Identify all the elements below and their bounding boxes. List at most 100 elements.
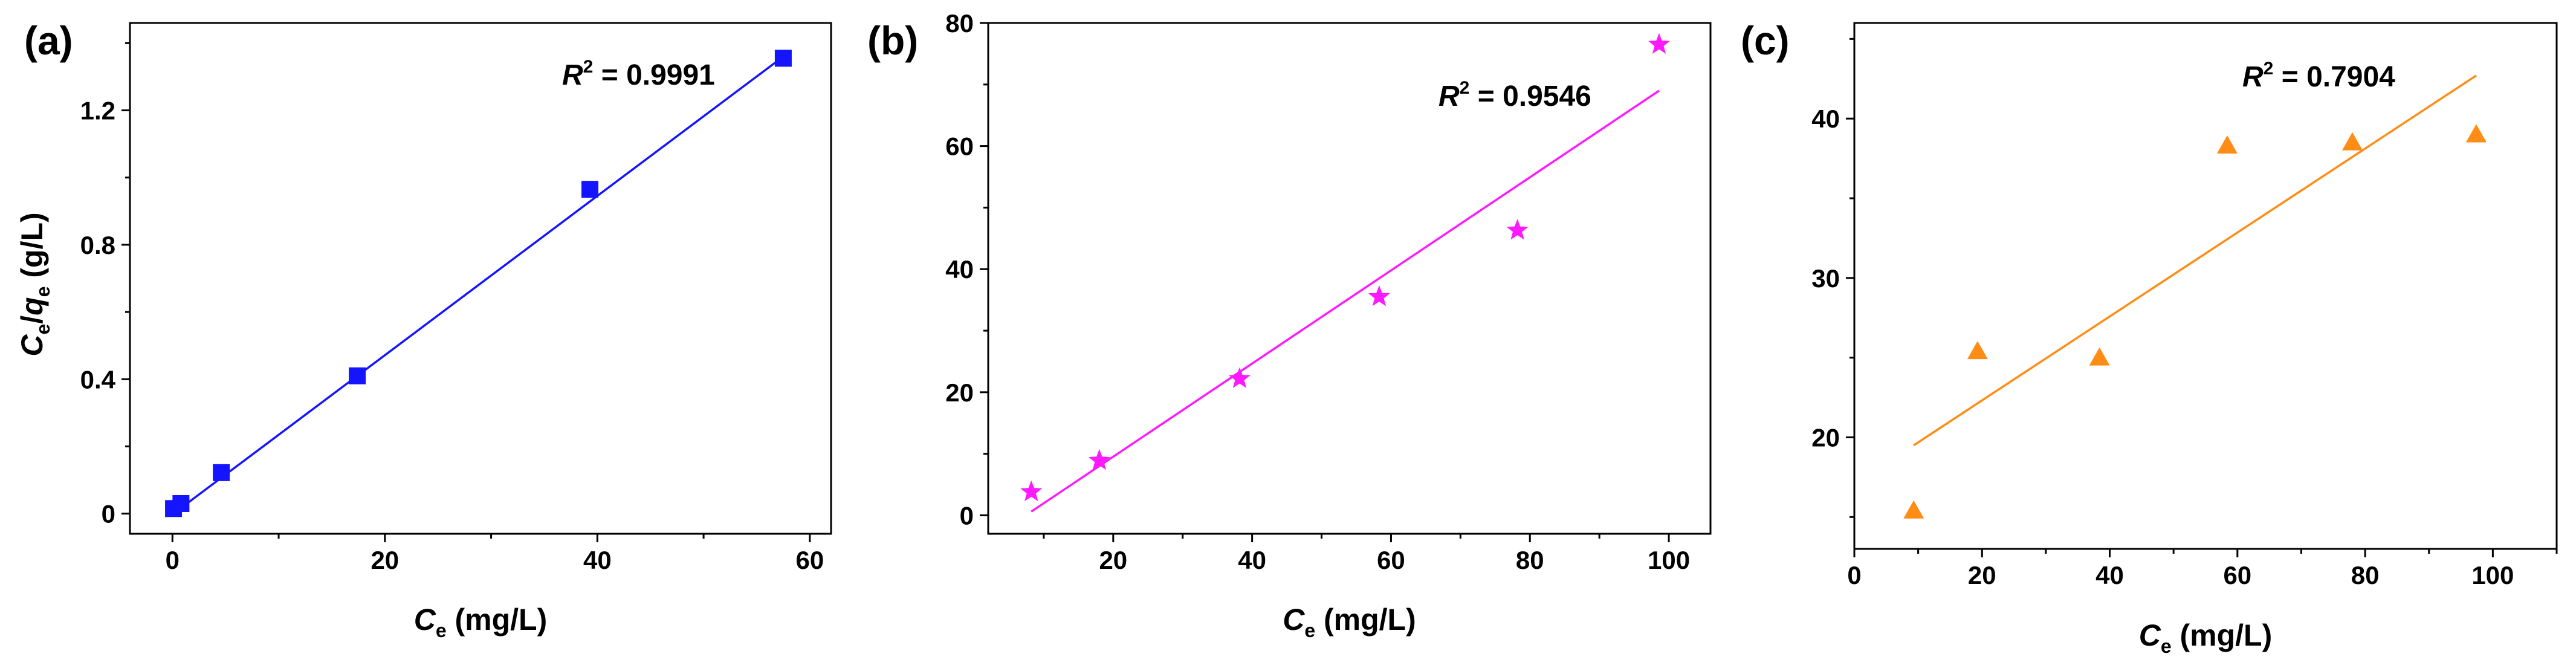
data-point-triangle xyxy=(2089,347,2110,366)
y-tick-label-text: 30 xyxy=(1811,264,1840,293)
chart-panel-2: 20 40 60 80 100 0 20 40 60 80 Ce (mg/L) (b) R2 = 0.9… xyxy=(867,9,1712,641)
x-tick-label-text: 0 xyxy=(1847,561,1861,589)
x-tick-label-text: 40 xyxy=(2095,561,2124,589)
fit-line xyxy=(1913,74,2477,447)
x-tick-label: 20 xyxy=(1099,546,1127,574)
y-tick-label: 20 xyxy=(1811,423,1840,452)
x-tick-label-text: 0 xyxy=(166,546,180,574)
x-tick-label: 80 xyxy=(2351,561,2380,589)
y-axis-title-sub2: e xyxy=(32,287,54,297)
x-axis-title-unit: (mg/L) xyxy=(1315,603,1416,637)
data-point-triangle xyxy=(1903,500,1924,519)
y-axis-title: Ce/qe (g/L) xyxy=(15,212,54,356)
plot-frame xyxy=(1853,22,2558,550)
x-axis-title: Ce (mg/L) xyxy=(414,603,548,641)
x-axis-title-main: C xyxy=(2139,618,2161,652)
data-point-triangle xyxy=(2465,124,2487,143)
r-squared-exponent: 2 xyxy=(583,57,594,77)
panel-label-text: (b) xyxy=(867,18,918,63)
y-tick-label-text: 0.4 xyxy=(80,365,116,394)
x-tick-label-text: 100 xyxy=(1648,546,1690,574)
panel-label-text: (a) xyxy=(24,18,73,63)
data-point-square xyxy=(349,367,366,384)
x-tick-label: 20 xyxy=(371,546,399,574)
x-tick-label: 40 xyxy=(583,546,612,574)
x-tick-label-text: 80 xyxy=(1516,546,1544,574)
data-point-star xyxy=(1648,33,1671,54)
data-point-triangle xyxy=(1967,341,1988,360)
y-axis-title-main2: q xyxy=(15,297,49,316)
x-tick-label: 40 xyxy=(1238,546,1266,574)
x-tick-label: 100 xyxy=(1648,546,1690,574)
r-squared-symbol: R xyxy=(562,59,583,91)
x-axis-title-unit: (mg/L) xyxy=(447,603,548,637)
x-tick-label: 20 xyxy=(1968,561,1996,589)
x-tick-label-text: 60 xyxy=(2223,561,2251,589)
y-axis-title-main1: C xyxy=(15,334,49,357)
r-squared-value: = 0.9991 xyxy=(593,59,715,91)
data-point-star xyxy=(1228,367,1251,388)
x-tick-label-text: 20 xyxy=(371,546,399,574)
r-squared-label: R2 = 0.7904 xyxy=(2242,59,2395,93)
x-tick-label: 0 xyxy=(1847,561,1861,589)
chart-panel-3: 0 20 40 60 80 100 20 30 40 Ce (mg/L) (c) R2 = 0.790… xyxy=(1741,18,2558,657)
data-point-square xyxy=(774,50,792,67)
y-tick-label: 1.2 xyxy=(80,97,115,125)
r-squared-exponent: 2 xyxy=(1460,78,1470,98)
chart-panel-1: 0 20 40 60 0 0.4 0.8 1.2 Ce (mg/L) Ce/qe (g/L) (a)… xyxy=(15,18,832,641)
x-axis-title-sub: e xyxy=(436,620,447,641)
panel-label: (a) xyxy=(24,18,73,63)
x-tick-label: 60 xyxy=(2223,561,2251,589)
y-tick-label: 30 xyxy=(1811,264,1840,293)
y-tick-label-text: 80 xyxy=(945,9,974,37)
y-axis-title-sep: / xyxy=(15,316,49,324)
data-point-triangle xyxy=(2341,132,2363,151)
y-tick-label: 0 xyxy=(960,501,974,530)
y-tick-label: 0 xyxy=(102,500,115,528)
plot-frame xyxy=(987,22,1712,535)
y-tick-label-text: 40 xyxy=(1811,105,1840,133)
r-squared-value: = 0.9546 xyxy=(1469,80,1591,112)
r-squared-exponent: 2 xyxy=(2264,59,2274,79)
r-squared-label: R2 = 0.9991 xyxy=(562,57,715,91)
x-tick-label-text: 60 xyxy=(795,546,824,574)
y-tick-label: 20 xyxy=(945,378,974,407)
data-point-square xyxy=(213,464,230,481)
x-tick-label: 0 xyxy=(166,546,180,574)
y-tick-label: 40 xyxy=(945,255,974,284)
y-tick-label: 60 xyxy=(945,132,974,161)
data-point-star xyxy=(1020,480,1043,502)
y-tick-label: 40 xyxy=(1811,105,1840,133)
panel-label-text: (c) xyxy=(1741,18,1790,63)
r-squared-label: R2 = 0.9546 xyxy=(1438,78,1591,112)
x-axis-title-sub: e xyxy=(2161,635,2172,657)
y-tick-label: 0.8 xyxy=(80,231,115,259)
x-tick-label-text: 20 xyxy=(1099,546,1127,574)
y-axis-title-sub1: e xyxy=(32,324,54,335)
data-point-star xyxy=(1368,285,1390,306)
x-tick-label: 60 xyxy=(795,546,824,574)
y-tick-label-text: 0 xyxy=(960,501,974,530)
panel-label: (c) xyxy=(1741,18,1790,63)
x-axis-title: Ce (mg/L) xyxy=(2139,618,2273,657)
y-tick-label-text: 0.8 xyxy=(80,231,115,259)
x-tick-label: 60 xyxy=(1377,546,1405,574)
x-tick-label: 80 xyxy=(1516,546,1544,574)
fit-line xyxy=(173,56,784,515)
x-axis-title-sub: e xyxy=(1304,620,1315,641)
x-tick-label: 40 xyxy=(2095,561,2124,589)
x-tick-label: 100 xyxy=(2471,561,2514,589)
x-tick-label-text: 60 xyxy=(1377,546,1405,574)
data-point-square xyxy=(172,494,190,512)
data-point-star xyxy=(1506,219,1529,240)
x-axis-title: Ce (mg/L) xyxy=(1283,603,1416,641)
x-axis-title-unit: (mg/L) xyxy=(2172,618,2273,652)
data-point-square xyxy=(581,181,599,198)
x-tick-label-text: 20 xyxy=(1968,561,1996,589)
x-axis-title-main: C xyxy=(414,603,436,637)
x-tick-label-text: 80 xyxy=(2351,561,2380,589)
y-tick-label: 80 xyxy=(945,9,974,37)
x-tick-label-text: 40 xyxy=(1238,546,1266,574)
y-tick-label-text: 0 xyxy=(102,500,115,528)
